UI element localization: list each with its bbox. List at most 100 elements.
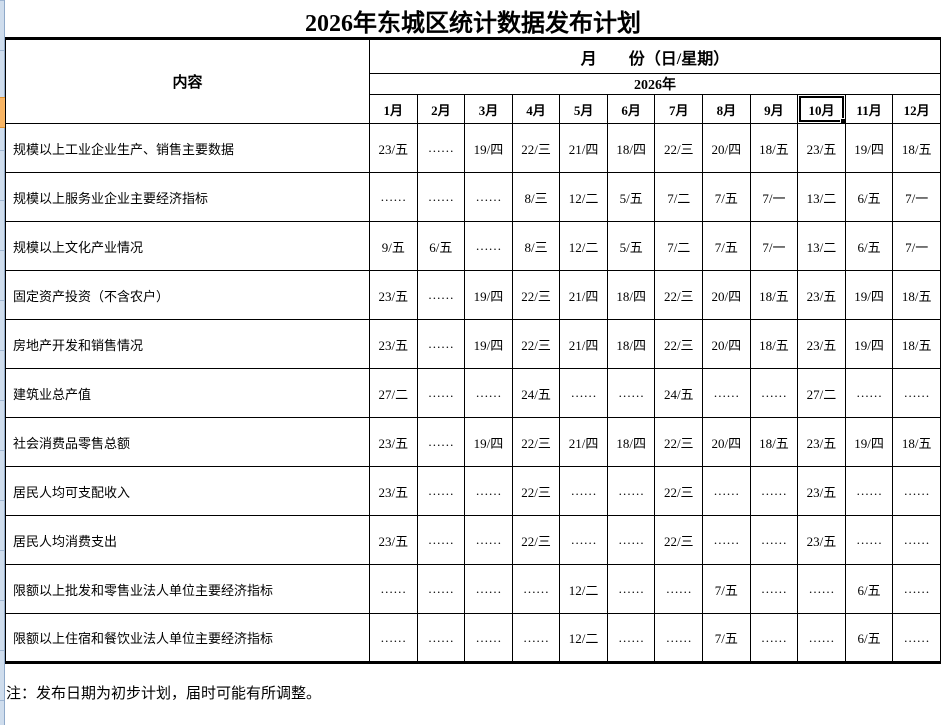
month-header-11[interactable]: 11月 (844, 94, 894, 124)
schedule-cell[interactable]: …… (892, 564, 941, 614)
schedule-cell[interactable]: 19/四 (844, 417, 894, 467)
schedule-cell[interactable]: …… (749, 515, 799, 565)
schedule-cell[interactable]: …… (749, 613, 799, 663)
schedule-cell[interactable]: …… (464, 613, 513, 663)
month-header-5[interactable]: 5月 (559, 94, 608, 124)
schedule-cell[interactable]: 22/三 (511, 270, 561, 320)
schedule-cell[interactable]: 13/二 (797, 221, 846, 271)
schedule-cell[interactable]: 6/五 (844, 221, 894, 271)
content-column-header[interactable]: 内容 (5, 38, 370, 124)
schedule-cell[interactable]: 23/五 (369, 123, 418, 173)
schedule-cell[interactable]: 19/四 (844, 319, 894, 369)
schedule-cell[interactable]: …… (844, 466, 894, 516)
schedule-cell[interactable]: 24/五 (511, 368, 561, 418)
schedule-cell[interactable]: 7/一 (749, 221, 799, 271)
schedule-cell[interactable]: 18/五 (892, 417, 941, 467)
schedule-cell[interactable]: 19/四 (844, 123, 894, 173)
schedule-cell[interactable]: 9/五 (369, 221, 418, 271)
schedule-cell[interactable]: 7/五 (702, 221, 751, 271)
schedule-cell[interactable]: …… (797, 613, 846, 663)
schedule-cell[interactable]: 18/四 (606, 319, 656, 369)
schedule-cell[interactable]: 13/二 (797, 172, 846, 222)
schedule-cell[interactable]: 22/三 (654, 417, 704, 467)
schedule-cell[interactable]: …… (892, 515, 941, 565)
schedule-cell[interactable]: …… (416, 368, 466, 418)
schedule-cell[interactable]: 18/五 (749, 319, 799, 369)
schedule-cell[interactable]: 21/四 (559, 417, 608, 467)
schedule-cell[interactable]: 23/五 (369, 466, 418, 516)
schedule-cell[interactable]: …… (464, 172, 513, 222)
row-label[interactable]: 居民人均可支配收入 (5, 466, 370, 516)
schedule-cell[interactable]: …… (892, 613, 941, 663)
schedule-cell[interactable]: 6/五 (844, 172, 894, 222)
schedule-cell[interactable]: …… (511, 564, 561, 614)
schedule-cell[interactable]: 22/三 (511, 515, 561, 565)
schedule-cell[interactable]: 7/二 (654, 221, 704, 271)
schedule-cell[interactable]: …… (702, 368, 751, 418)
schedule-cell[interactable]: 23/五 (369, 417, 418, 467)
schedule-cell[interactable]: 5/五 (606, 221, 656, 271)
schedule-cell[interactable]: 6/五 (844, 613, 894, 663)
schedule-cell[interactable]: 23/五 (797, 123, 846, 173)
schedule-cell[interactable]: 7/五 (702, 613, 751, 663)
row-label[interactable]: 规模以上工业企业生产、销售主要数据 (5, 123, 370, 173)
schedule-cell[interactable]: 18/四 (606, 123, 656, 173)
schedule-cell[interactable]: …… (416, 172, 466, 222)
schedule-cell[interactable]: …… (892, 466, 941, 516)
month-header-9[interactable]: 9月 (749, 94, 799, 124)
schedule-cell[interactable]: …… (559, 466, 608, 516)
schedule-cell[interactable]: 22/三 (654, 270, 704, 320)
schedule-cell[interactable]: 19/四 (464, 319, 513, 369)
schedule-cell[interactable]: …… (654, 564, 704, 614)
schedule-cell[interactable]: 7/五 (702, 564, 751, 614)
schedule-cell[interactable]: 5/五 (606, 172, 656, 222)
schedule-cell[interactable]: 20/四 (702, 123, 751, 173)
row-label[interactable]: 限额以上住宿和餐饮业法人单位主要经济指标 (5, 613, 370, 663)
schedule-cell[interactable]: …… (606, 515, 656, 565)
schedule-cell[interactable]: …… (416, 613, 466, 663)
schedule-cell[interactable]: …… (844, 515, 894, 565)
schedule-cell[interactable]: …… (369, 613, 418, 663)
schedule-cell[interactable]: 20/四 (702, 319, 751, 369)
schedule-cell[interactable]: …… (749, 466, 799, 516)
schedule-cell[interactable]: …… (559, 515, 608, 565)
schedule-cell[interactable]: 19/四 (844, 270, 894, 320)
schedule-cell[interactable]: …… (606, 466, 656, 516)
schedule-cell[interactable]: …… (606, 564, 656, 614)
schedule-cell[interactable]: 18/五 (749, 417, 799, 467)
schedule-cell[interactable]: 19/四 (464, 270, 513, 320)
schedule-cell[interactable]: 18/五 (892, 319, 941, 369)
schedule-cell[interactable]: …… (511, 613, 561, 663)
row-label[interactable]: 固定资产投资（不含农户） (5, 270, 370, 320)
schedule-cell[interactable]: …… (416, 123, 466, 173)
schedule-cell[interactable]: 23/五 (369, 515, 418, 565)
schedule-cell[interactable]: 7/二 (654, 172, 704, 222)
row-label[interactable]: 限额以上批发和零售业法人单位主要经济指标 (5, 564, 370, 614)
month-header-3[interactable]: 3月 (464, 94, 513, 124)
schedule-cell[interactable]: 24/五 (654, 368, 704, 418)
schedule-cell[interactable]: …… (416, 515, 466, 565)
schedule-cell[interactable]: …… (464, 564, 513, 614)
month-header-2[interactable]: 2月 (416, 94, 466, 124)
schedule-cell[interactable]: 22/三 (654, 123, 704, 173)
schedule-cell[interactable]: 22/三 (511, 466, 561, 516)
schedule-cell[interactable]: 8/三 (511, 221, 561, 271)
schedule-cell[interactable]: 23/五 (797, 417, 846, 467)
schedule-cell[interactable]: 20/四 (702, 270, 751, 320)
schedule-cell[interactable]: …… (606, 368, 656, 418)
schedule-cell[interactable]: 22/三 (654, 319, 704, 369)
schedule-cell[interactable]: 6/五 (416, 221, 466, 271)
schedule-cell[interactable]: 20/四 (702, 417, 751, 467)
schedule-cell[interactable]: …… (416, 417, 466, 467)
schedule-cell[interactable]: 7/一 (892, 221, 941, 271)
row-label[interactable]: 社会消费品零售总额 (5, 417, 370, 467)
schedule-cell[interactable]: …… (654, 613, 704, 663)
schedule-cell[interactable]: …… (892, 368, 941, 418)
schedule-cell[interactable]: …… (702, 466, 751, 516)
schedule-cell[interactable]: 19/四 (464, 123, 513, 173)
schedule-cell[interactable]: …… (369, 564, 418, 614)
schedule-cell[interactable]: 8/三 (511, 172, 561, 222)
schedule-cell[interactable]: …… (369, 172, 418, 222)
schedule-cell[interactable]: 6/五 (844, 564, 894, 614)
schedule-cell[interactable]: 18/四 (606, 417, 656, 467)
